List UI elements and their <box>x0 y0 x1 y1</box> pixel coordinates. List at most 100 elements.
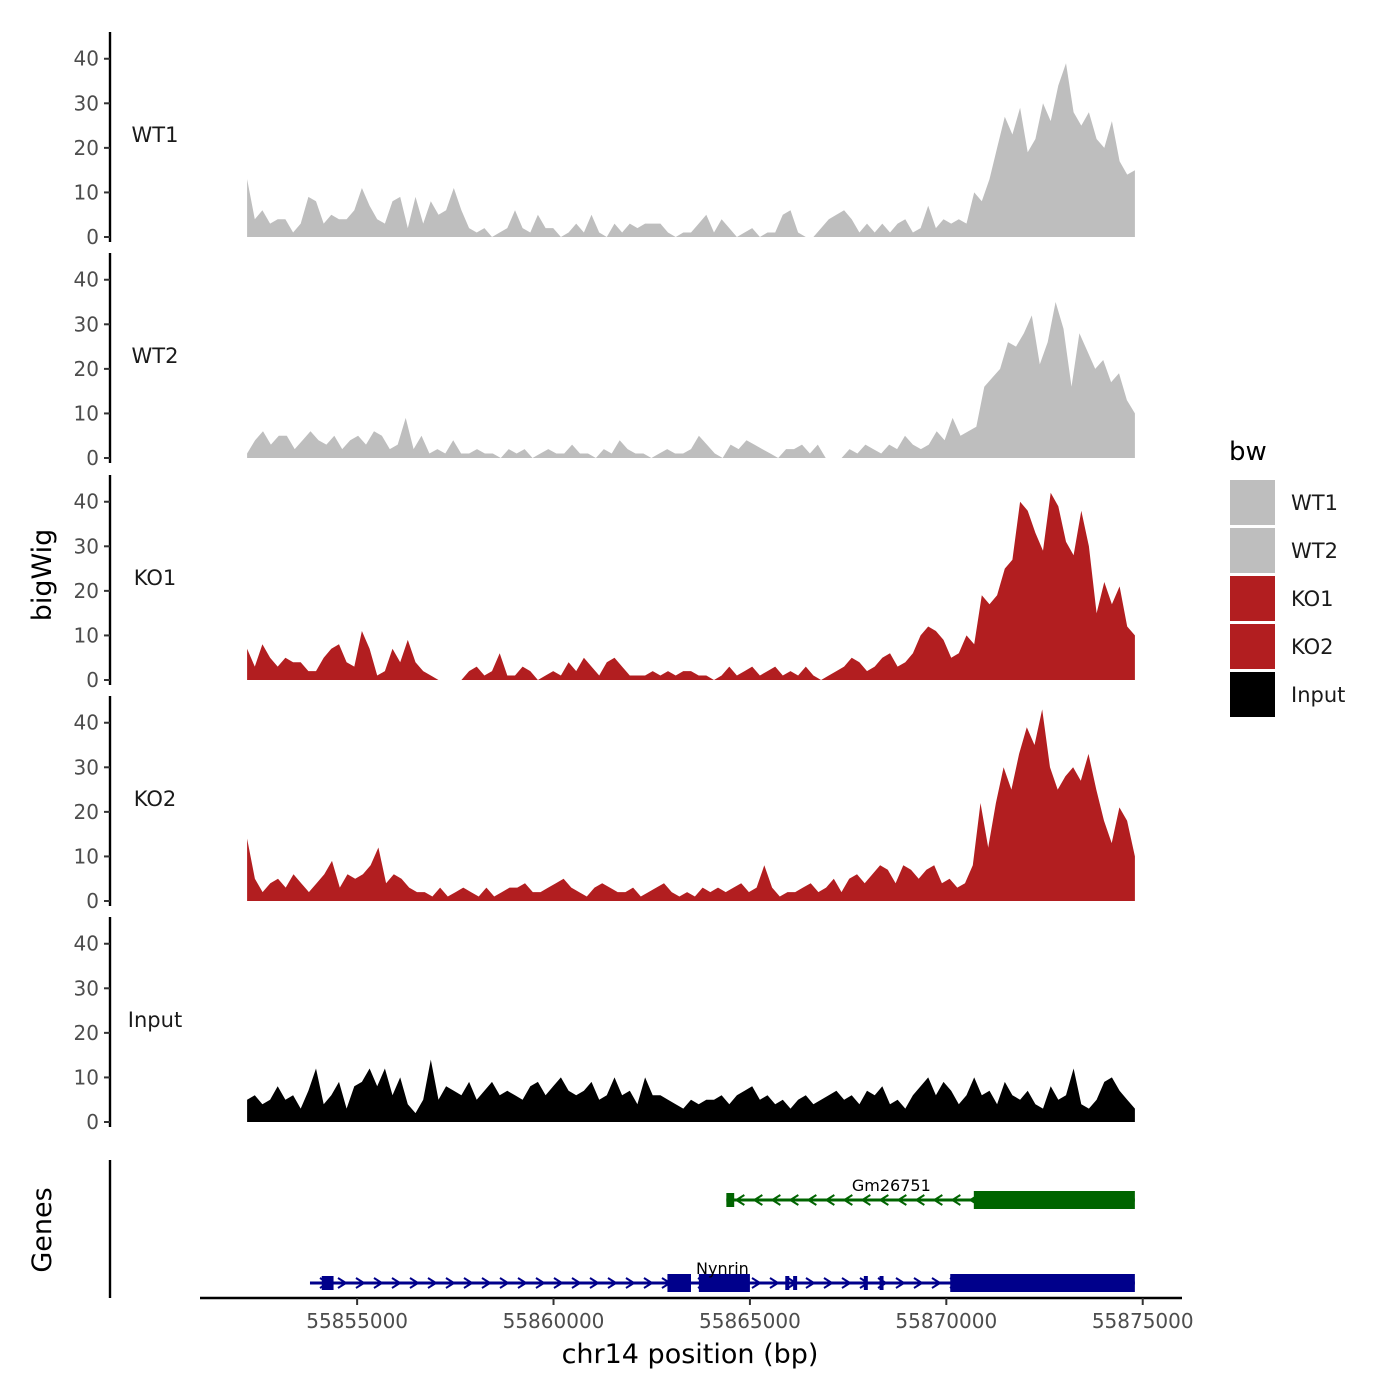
legend-swatch-ko1 <box>1230 576 1275 621</box>
y-tick-label: 20 <box>74 579 99 603</box>
gene-exon <box>973 1191 1135 1209</box>
gene-exon <box>863 1276 868 1290</box>
area-ko1 <box>247 492 1135 680</box>
gene-exon <box>321 1276 334 1290</box>
track-ko1: 0 10 20 30 40 KO1 <box>74 475 1135 692</box>
strand-arrow <box>751 1277 762 1289</box>
area-ko2 <box>247 709 1135 901</box>
legend-swatch-ko2 <box>1230 624 1275 669</box>
area-input <box>247 1059 1135 1122</box>
strand-arrow <box>950 1194 961 1206</box>
y-tick-label: 0 <box>86 668 99 692</box>
genes-axis-title: Genes <box>27 1187 58 1272</box>
y-tick-label: 0 <box>86 446 99 470</box>
strand-arrow <box>806 1194 817 1206</box>
y-tick-label: 40 <box>74 932 99 956</box>
strand-arrow <box>878 1194 889 1206</box>
strand-arrow <box>913 1277 924 1289</box>
track-label: KO1 <box>134 566 177 590</box>
gene-exon <box>726 1193 735 1207</box>
x-tick-label: 55865000 <box>699 1309 801 1333</box>
legend-label-input: Input <box>1291 683 1345 707</box>
strand-arrow <box>589 1277 600 1289</box>
strand-arrow <box>734 1194 745 1206</box>
gene-exon <box>879 1276 884 1290</box>
x-tick-label: 55875000 <box>1092 1309 1194 1333</box>
strand-arrow <box>607 1277 618 1289</box>
track-ko2: 0 10 20 30 40 KO2 <box>74 696 1135 913</box>
strand-arrow <box>625 1277 636 1289</box>
y-tick-label: 10 <box>74 180 99 204</box>
y-tick-label: 0 <box>86 889 99 913</box>
gene-exon <box>667 1274 691 1292</box>
gene-exon <box>950 1274 1135 1292</box>
signal-tracks: 0 10 20 30 40 WT1 0 10 20 30 40 WT2 0 10 20 30 40 KO1 0 10 2… <box>74 32 1135 1134</box>
strand-arrow <box>553 1277 564 1289</box>
y-tick-label: 40 <box>74 711 99 735</box>
strand-arrow <box>643 1277 654 1289</box>
gene-gm26751: Gm26751 <box>726 1176 1135 1209</box>
y-tick-label: 10 <box>74 1065 99 1089</box>
x-tick-label: 55870000 <box>895 1309 997 1333</box>
y-tick-label: 20 <box>74 357 99 381</box>
x-axis-title: chr14 position (bp) <box>562 1339 819 1370</box>
legend: bw WT1 WT2 KO1 KO2 Input <box>1229 437 1345 717</box>
strand-arrow <box>752 1194 763 1206</box>
strand-arrow <box>896 1194 907 1206</box>
track-wt2: 0 10 20 30 40 WT2 <box>74 253 1135 470</box>
legend-swatch-wt2 <box>1230 528 1275 573</box>
y-tick-label: 40 <box>74 268 99 292</box>
y-tick-label: 30 <box>74 976 99 1000</box>
track-label: KO2 <box>134 787 177 811</box>
strand-arrow <box>535 1277 546 1289</box>
legend-swatch-input <box>1230 672 1275 717</box>
strand-arrow <box>409 1277 420 1289</box>
strand-arrow <box>841 1277 852 1289</box>
x-axis: 55855000 55860000 55865000 55870000 55875000 <box>200 1296 1194 1333</box>
strand-arrow <box>788 1194 799 1206</box>
y-tick-label: 20 <box>74 136 99 160</box>
track-label: WT1 <box>132 123 179 147</box>
y-axis-title: bigWig <box>27 529 58 622</box>
y-tick-label: 30 <box>74 91 99 115</box>
x-tick-label: 55855000 <box>306 1309 408 1333</box>
legend-title: bw <box>1229 437 1267 467</box>
gene-label: Nynrin <box>696 1259 749 1278</box>
strand-arrow <box>823 1277 834 1289</box>
gene-exon <box>698 1274 750 1292</box>
gene-exon <box>785 1276 790 1290</box>
strand-arrow <box>373 1277 384 1289</box>
strand-arrow <box>481 1277 492 1289</box>
strand-arrow <box>445 1277 456 1289</box>
strand-arrow <box>805 1277 816 1289</box>
y-tick-label: 10 <box>74 401 99 425</box>
area-wt1 <box>247 63 1135 238</box>
y-tick-label: 20 <box>74 1021 99 1045</box>
strand-arrow <box>932 1194 943 1206</box>
track-wt1: 0 10 20 30 40 WT1 <box>74 32 1135 249</box>
gene-exon <box>793 1276 798 1290</box>
y-tick-label: 10 <box>74 623 99 647</box>
strand-arrow <box>391 1277 402 1289</box>
y-tick-label: 40 <box>74 490 99 514</box>
strand-arrow <box>463 1277 474 1289</box>
legend-swatch-wt1 <box>1230 480 1275 525</box>
y-tick-label: 0 <box>86 225 99 249</box>
strand-arrow <box>914 1194 925 1206</box>
legend-label-wt2: WT2 <box>1291 539 1338 563</box>
strand-arrow <box>337 1277 348 1289</box>
y-tick-label: 40 <box>74 47 99 71</box>
strand-arrow <box>427 1277 438 1289</box>
track-label: WT2 <box>132 344 179 368</box>
strand-arrow <box>931 1277 942 1289</box>
strand-arrow <box>859 1277 870 1289</box>
strand-arrow <box>769 1277 780 1289</box>
track-label: Input <box>128 1008 182 1032</box>
legend-label-ko1: KO1 <box>1291 587 1334 611</box>
y-tick-label: 20 <box>74 800 99 824</box>
y-tick-label: 30 <box>74 534 99 558</box>
gene-track: Gm26751 Nynrin <box>108 1160 1135 1298</box>
track-input: 0 10 20 30 40 Input <box>74 917 1135 1134</box>
y-tick-label: 30 <box>74 312 99 336</box>
